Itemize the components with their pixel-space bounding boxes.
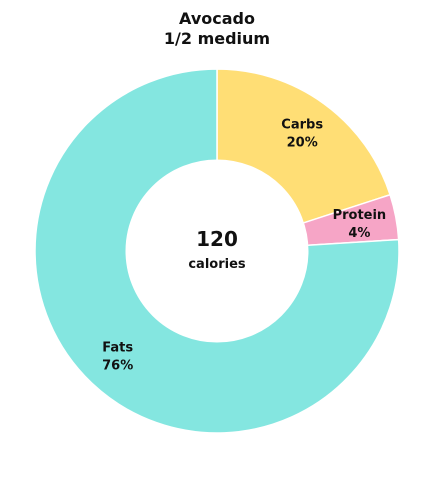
donut-hole	[126, 160, 308, 342]
slice-value-carbs: 20%	[287, 136, 318, 151]
center-label: calories	[188, 257, 246, 272]
center-value: 120	[196, 227, 238, 251]
slice-label-fats: Fats	[102, 341, 133, 356]
slice-label-protein: Protein	[333, 208, 387, 223]
slice-value-fats: 76%	[102, 359, 133, 374]
slice-value-protein: 4%	[348, 226, 370, 241]
slice-label-carbs: Carbs	[281, 118, 323, 133]
